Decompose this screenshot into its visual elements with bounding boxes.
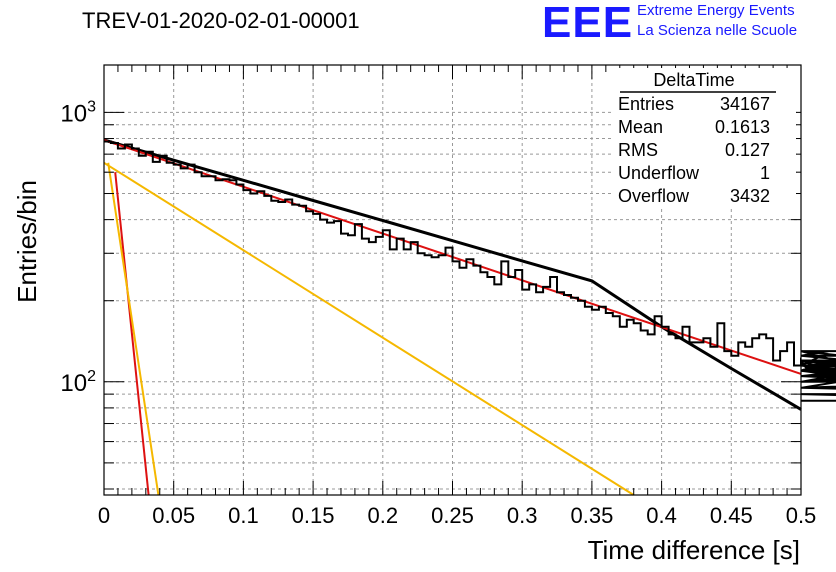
x-tick-label: 0.5 xyxy=(786,503,817,528)
plot-title: TREV-01-2020-02-01-00001 xyxy=(82,8,360,33)
stats-row-label: Underflow xyxy=(618,163,700,183)
y-axis-label: Entries/bin xyxy=(12,180,42,303)
stats-row-label: Mean xyxy=(618,117,663,137)
stats-row-label: Entries xyxy=(618,94,674,114)
x-tick-label: 0.2 xyxy=(368,503,399,528)
x-tick-label: 0.15 xyxy=(292,503,335,528)
x-tick-label: 0.05 xyxy=(152,503,195,528)
stats-box-name: DeltaTime xyxy=(653,70,734,90)
stats-box: DeltaTime Entries 34167 Mean 0.1613 RMS 0.127 U… xyxy=(612,68,796,208)
x-tick-label: 0.35 xyxy=(570,503,613,528)
plot-frame xyxy=(103,64,802,496)
x-axis-label: Time difference [s] xyxy=(588,535,800,565)
curve-yellow-slow xyxy=(103,161,635,496)
x-tick-label: 0 xyxy=(98,503,110,528)
y-tick-label: 103 xyxy=(60,98,96,127)
x-tick-label: 0.4 xyxy=(646,503,677,528)
y-tick-label: 102 xyxy=(60,368,96,397)
x-tick-label: 0.3 xyxy=(507,503,538,528)
x-tick-label: 0.45 xyxy=(710,503,753,528)
stats-row-label: Overflow xyxy=(618,186,690,206)
x-tick-label: 0.1 xyxy=(228,503,259,528)
stats-row-value: 0.1613 xyxy=(715,117,770,137)
stats-row-value: 1 xyxy=(760,163,770,183)
curve-yellow-fast xyxy=(107,162,160,496)
logo-caption-line2: La Scienza nelle Scuole xyxy=(637,22,798,39)
stats-row-value: 34167 xyxy=(720,94,770,114)
curve-red-fast xyxy=(114,172,150,496)
curve-fit-total xyxy=(103,138,802,411)
stats-row-value: 0.127 xyxy=(725,140,770,160)
stats-row-label: RMS xyxy=(618,140,658,160)
x-tick-label: 0.25 xyxy=(431,503,474,528)
eee-logo: EEE xyxy=(542,0,634,47)
stats-row-value: 3432 xyxy=(730,186,770,206)
logo-caption-line1: Extreme Energy Events xyxy=(637,2,795,19)
